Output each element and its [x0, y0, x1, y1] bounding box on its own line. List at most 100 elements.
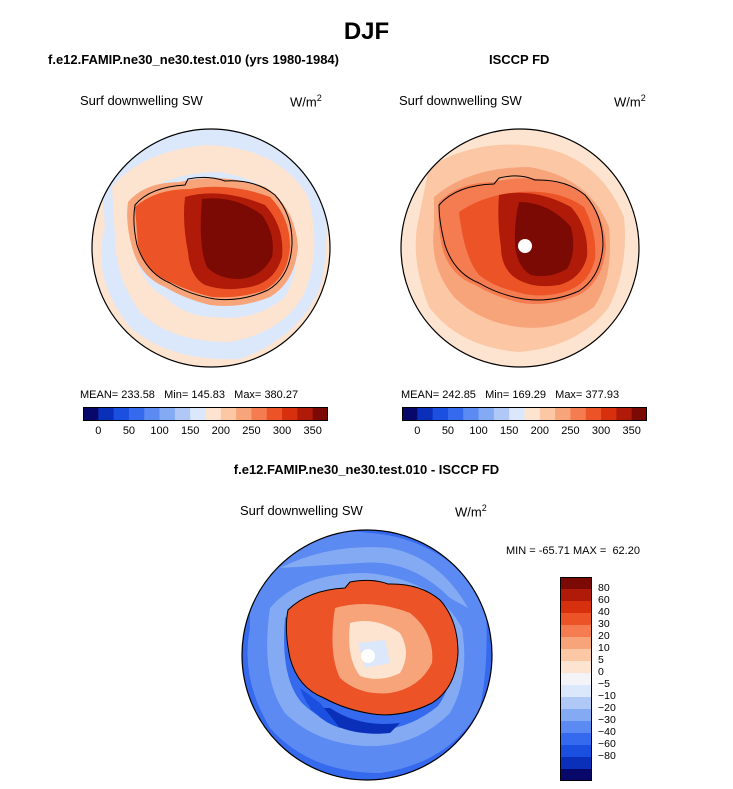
figure-title: DJF — [343, 18, 390, 45]
panel-obs-colorbar-swatch — [463, 407, 480, 421]
panel-obs-map-border — [400, 128, 640, 368]
panel-diff-colorbar-swatch — [560, 745, 592, 758]
panel-obs-units: W/m2 — [614, 93, 646, 110]
panel-model-stats: MEAN= 233.58 Min= 145.83 Max= 380.27 — [80, 389, 299, 401]
panel-diff-colorbar-swatch — [560, 625, 592, 638]
panel-model-colorbar-tick-label: 200 — [211, 425, 230, 437]
panel-model-coastline — [133, 176, 293, 301]
panel-diff-colorbar-tick-label: −60 — [598, 738, 616, 750]
panel-model-colorbar-swatch — [220, 407, 237, 421]
panel-diff-variable: Surf downwelling SW — [240, 503, 363, 518]
panel-diff-colorbar: 80 60 40 30 20 10 5 0 −5 −10 −20 −30 −40 −60 −80 — [560, 577, 620, 781]
panel-diff-title: f.e12.FAMIP.ne30_ne30.test.010 - ISCCP F… — [233, 462, 500, 477]
panel-model-colorbar-swatch — [205, 407, 222, 421]
panel-diff-colorbar-tick-label: 80 — [598, 582, 610, 594]
panel-diff-colorbar-swatch — [560, 601, 592, 614]
panel-diff-map-border — [241, 529, 493, 781]
panel-obs-colorbar-tick-label: 150 — [500, 425, 519, 437]
panel-diff-colorbar-swatch — [560, 613, 592, 626]
panel-obs-colorbar-swatch — [601, 407, 617, 421]
panel-diff-colorbar-swatch — [560, 673, 592, 686]
panel-obs-title: ISCCP FD — [489, 52, 550, 67]
panel-diff-colorbar-swatch — [560, 589, 592, 602]
panel-diff-colorbar-border — [560, 577, 592, 781]
panel-diff-colorbar-swatch — [560, 649, 592, 662]
panel-model-dome — [200, 198, 273, 279]
panel-model-map-border — [91, 128, 331, 368]
panel-model-colorbar-tick-label: 250 — [242, 425, 261, 437]
panel-obs-variable: Surf downwelling SW — [399, 93, 522, 108]
panel-model-colorbar-swatch — [282, 407, 298, 421]
panel-obs-colorbar-swatch — [539, 407, 556, 421]
panel-obs-colorbar-tick-label: 100 — [469, 425, 488, 437]
panel-obs-colorbar-swatch — [585, 407, 602, 421]
panel-diff-stats: MIN = -65.71 MAX = 62.20 — [506, 545, 640, 557]
panel-diff-colorbar-tick-label: 40 — [598, 606, 610, 618]
panel-diff-colorbar-tick-label: 0 — [598, 666, 604, 678]
panel-model-variable: Surf downwelling SW — [80, 93, 203, 108]
panel-obs-colorbar-swatch — [478, 407, 495, 421]
panel-obs-colorbar-swatch — [631, 407, 647, 421]
panel-obs-colorbar-swatch — [447, 407, 464, 421]
panel-obs-colorbar-swatch — [509, 407, 525, 421]
panel-diff-coastline — [285, 579, 459, 716]
panel-diff-colorbar-swatch — [560, 637, 592, 650]
panel-obs-colorbar: 0 50 100 150 200 250 300 350 — [402, 407, 647, 445]
panel-diff-colorbar-swatch — [560, 709, 592, 722]
panel-model-colorbar-swatch — [266, 407, 283, 421]
panel-obs-colorbar-tick-label: 300 — [591, 425, 611, 437]
panel-model-units: W/m2 — [290, 93, 322, 110]
panel-obs-colorbar-swatch — [493, 407, 510, 421]
panel-obs-colorbar-tick-label: 250 — [561, 425, 580, 437]
panel-model-colorbar-swatch — [251, 407, 268, 421]
panel-diff-units: W/m2 — [455, 503, 487, 520]
panel-diff-colorbar-tick-label: −80 — [598, 750, 616, 762]
panel-model-colorbar-swatch — [83, 407, 99, 421]
panel-obs-map — [400, 128, 640, 368]
panel-diff-colorbar-tick-label: 20 — [598, 630, 610, 642]
panel-model-colorbar-swatch — [236, 407, 252, 421]
panel-model-colorbar-tick-label: 0 — [95, 425, 102, 437]
panel-obs-colorbar-swatch — [432, 407, 449, 421]
panel-diff-colorbar-swatch — [560, 721, 592, 734]
panel-model-colorbar-swatch — [312, 407, 328, 421]
panel-diff-colorbar-swatch — [560, 697, 592, 710]
panel-model-colorbar-swatch — [297, 407, 314, 421]
panel-obs-colorbar-tick-label: 50 — [441, 425, 455, 437]
panel-diff-colorbar-tick-label: −30 — [598, 714, 616, 726]
panel-obs-colorbar-tick-label: 350 — [622, 425, 641, 437]
panel-diff-colorbar-swatch — [560, 661, 592, 674]
panel-model-colorbar-swatch — [98, 407, 115, 421]
panel-obs-colorbar-swatch — [616, 407, 633, 421]
panel-obs-colorbar-tick-label: 200 — [530, 425, 549, 437]
panel-model-colorbar-border — [83, 407, 328, 421]
panel-diff-colorbar-tick-label: 60 — [598, 594, 610, 606]
panel-model-colorbar-tick-label: 350 — [303, 425, 322, 437]
panel-diff-colorbar-swatch — [560, 757, 592, 770]
panel-obs-dome — [514, 202, 574, 277]
panel-obs-colorbar-swatch — [402, 407, 418, 421]
panel-diff-colorbar-tick-label: 30 — [598, 618, 610, 630]
panel-obs-colorbar-swatch — [524, 407, 541, 421]
panel-diff-colorbar-swatch — [560, 685, 592, 698]
panel-model-colorbar-swatch — [128, 407, 145, 421]
panel-model-colorbar-swatch — [159, 407, 176, 421]
panel-model-colorbar-tick-label: 300 — [272, 425, 292, 437]
panel-diff-pole-hole — [361, 649, 375, 663]
panel-diff-map — [241, 529, 493, 781]
panel-model-colorbar-swatch — [113, 407, 130, 421]
panel-obs-colorbar-swatch — [555, 407, 571, 421]
panel-diff-colorbar-tick-label: −40 — [598, 726, 616, 738]
panel-obs-coastline — [438, 175, 604, 301]
panel-model-colorbar-swatch — [144, 407, 161, 421]
panel-model-colorbar-tick-label: 50 — [122, 425, 136, 437]
panel-diff-colorbar-tick-label: 10 — [598, 642, 610, 654]
panel-diff-colorbar-tick-label: −20 — [598, 702, 616, 714]
panel-diff-colorbar-tick-label: 5 — [598, 654, 604, 666]
panel-obs-colorbar-swatch — [417, 407, 434, 421]
panel-diff-colorbar-swatch — [560, 577, 592, 590]
panel-model-colorbar-tick-label: 150 — [181, 425, 200, 437]
panel-obs-colorbar-tick-label: 0 — [414, 425, 421, 437]
panel-obs-stats: MEAN= 242.85 Min= 169.29 Max= 377.93 — [401, 389, 620, 401]
panel-model-colorbar: 0 50 100 150 200 250 300 350 — [83, 407, 328, 445]
